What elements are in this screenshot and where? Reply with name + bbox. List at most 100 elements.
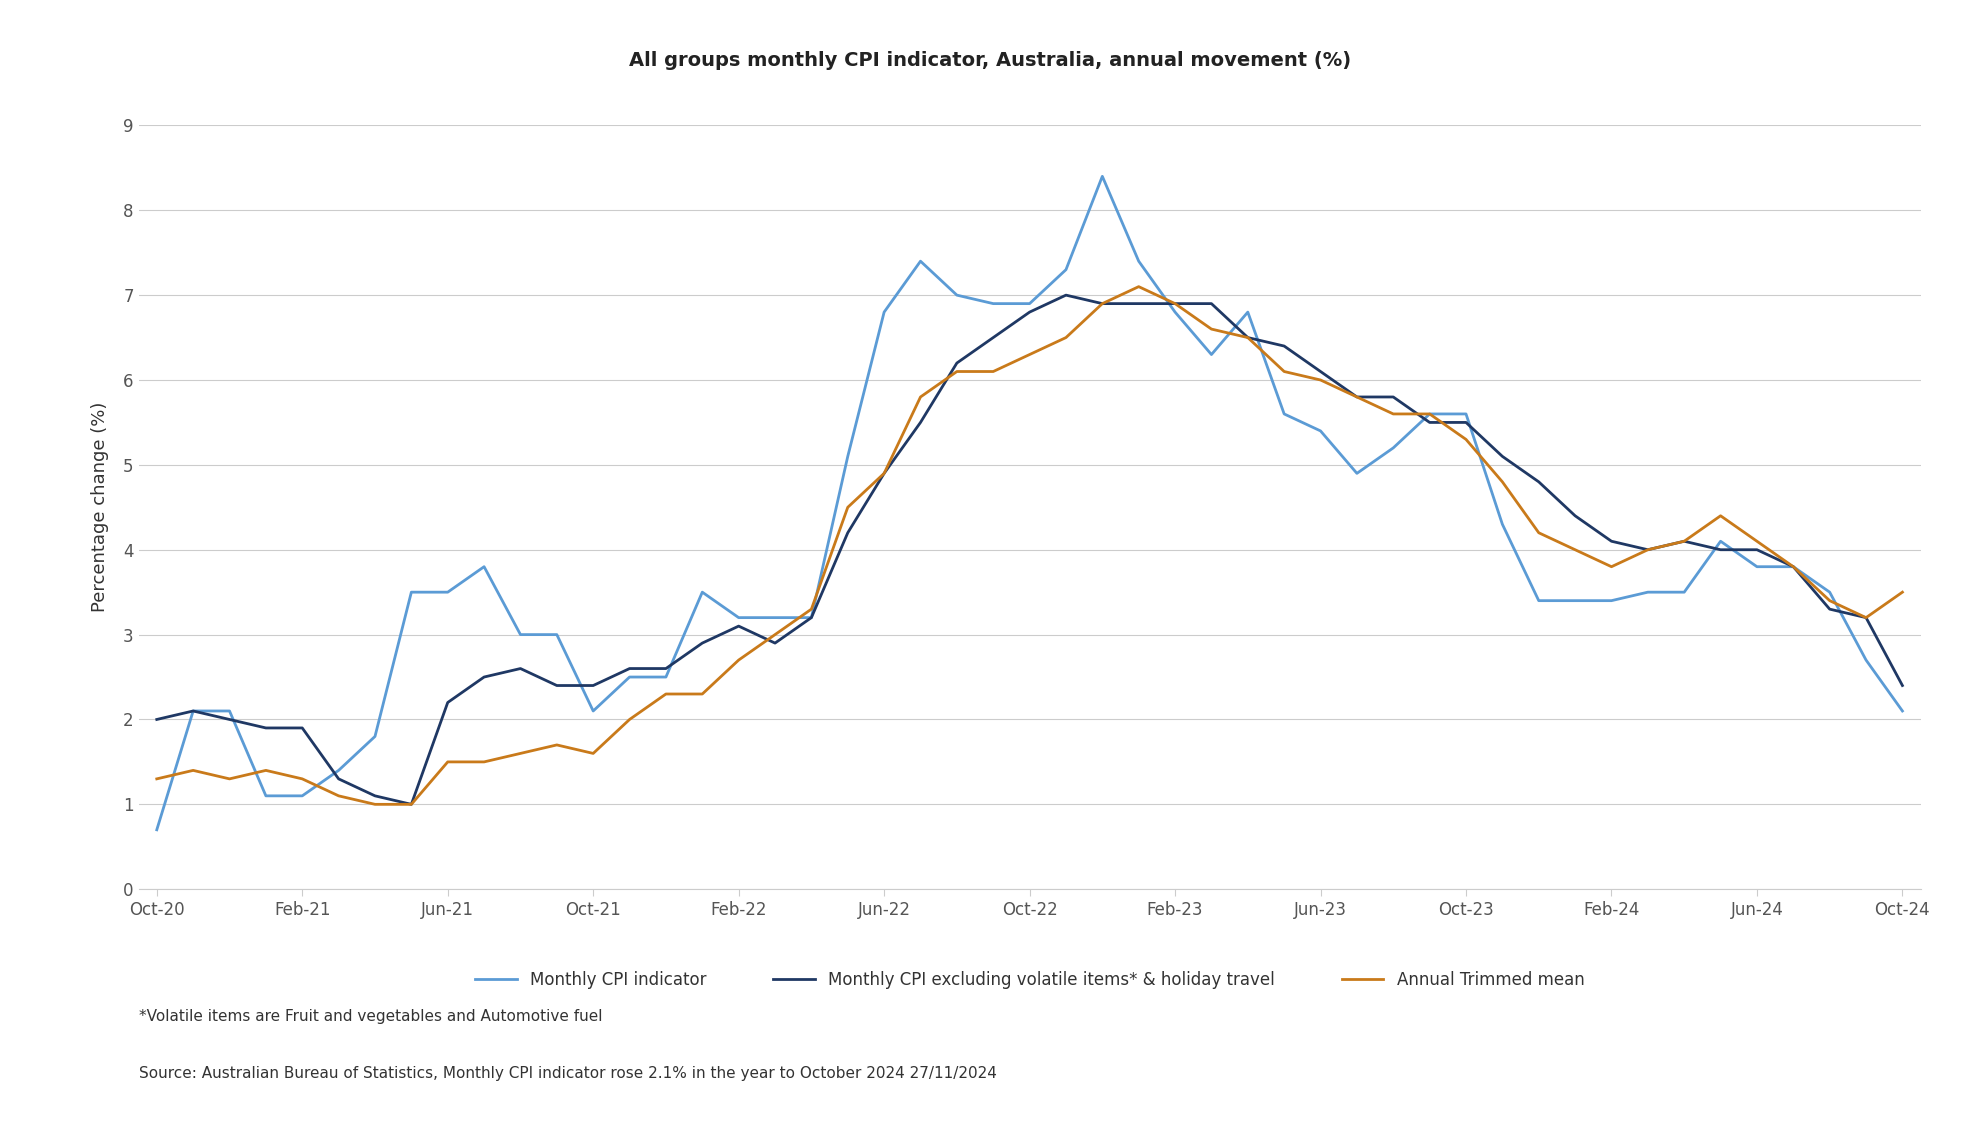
Monthly CPI indicator: [653, 670, 677, 684]
Monthly CPI excluding volatile items* & holiday travel: [291, 722, 315, 735]
Monthly CPI excluding volatile items* & holiday travel: [544, 678, 568, 692]
Monthly CPI excluding volatile items* & holiday travel: [982, 331, 1006, 344]
Monthly CPI excluding volatile items* & holiday travel: [1635, 543, 1659, 556]
Monthly CPI indicator: [1418, 407, 1441, 421]
Monthly CPI excluding volatile items* & holiday travel: [327, 772, 350, 785]
Monthly CPI indicator: [800, 611, 824, 625]
Annual Trimmed mean: [691, 687, 715, 701]
Annual Trimmed mean: [836, 500, 859, 514]
Monthly CPI indicator: [544, 628, 568, 642]
Monthly CPI excluding volatile items* & holiday travel: [1853, 611, 1877, 625]
Monthly CPI indicator: [1491, 518, 1515, 531]
Monthly CPI excluding volatile items* & holiday travel: [1053, 288, 1077, 302]
Monthly CPI indicator: [1091, 170, 1115, 184]
Monthly CPI excluding volatile items* & holiday travel: [1091, 296, 1115, 310]
Annual Trimmed mean: [800, 602, 824, 616]
Monthly CPI excluding volatile items* & holiday travel: [653, 661, 677, 675]
Annual Trimmed mean: [873, 466, 897, 480]
Monthly CPI excluding volatile items* & holiday travel: [1453, 416, 1477, 430]
Annual Trimmed mean: [1891, 585, 1915, 599]
Monthly CPI excluding volatile items* & holiday travel: [400, 798, 424, 812]
Monthly CPI excluding volatile items* & holiday travel: [762, 636, 786, 650]
Monthly CPI excluding volatile items* & holiday travel: [1744, 543, 1768, 556]
Monthly CPI excluding volatile items* & holiday travel: [1564, 508, 1588, 522]
Text: Source: Australian Bureau of Statistics, Monthly CPI indicator rose 2.1% in the : Source: Australian Bureau of Statistics,…: [139, 1066, 996, 1081]
Annual Trimmed mean: [1127, 279, 1150, 293]
Annual Trimmed mean: [253, 764, 277, 777]
Annual Trimmed mean: [1018, 348, 1041, 361]
Monthly CPI indicator: [1236, 306, 1259, 319]
Monthly CPI excluding volatile items* & holiday travel: [1891, 678, 1915, 692]
Annual Trimmed mean: [1053, 331, 1077, 344]
Annual Trimmed mean: [1818, 594, 1841, 608]
Legend: Monthly CPI indicator, Monthly CPI excluding volatile items* & holiday travel, A: Monthly CPI indicator, Monthly CPI exclu…: [467, 962, 1592, 998]
Monthly CPI indicator: [327, 764, 350, 777]
Monthly CPI excluding volatile items* & holiday travel: [145, 712, 168, 726]
Annual Trimmed mean: [727, 653, 750, 667]
Monthly CPI excluding volatile items* & holiday travel: [1818, 602, 1841, 616]
Monthly CPI indicator: [944, 288, 968, 302]
Monthly CPI indicator: [836, 449, 859, 463]
Monthly CPI indicator: [509, 628, 533, 642]
Monthly CPI indicator: [1053, 263, 1077, 277]
Monthly CPI indicator: [145, 823, 168, 837]
Monthly CPI indicator: [618, 670, 642, 684]
Annual Trimmed mean: [1344, 390, 1368, 404]
Monthly CPI excluding volatile items* & holiday travel: [1491, 449, 1515, 463]
Monthly CPI indicator: [1853, 653, 1877, 667]
Annual Trimmed mean: [1309, 373, 1333, 386]
Monthly CPI indicator: [1453, 407, 1477, 421]
Monthly CPI excluding volatile items* & holiday travel: [944, 356, 968, 369]
Annual Trimmed mean: [1782, 560, 1806, 573]
Monthly CPI excluding volatile items* & holiday travel: [1162, 296, 1186, 310]
Annual Trimmed mean: [327, 789, 350, 803]
Monthly CPI indicator: [1273, 407, 1297, 421]
Annual Trimmed mean: [291, 772, 315, 785]
Annual Trimmed mean: [544, 738, 568, 751]
Monthly CPI indicator: [1309, 424, 1333, 438]
Monthly CPI indicator: [1635, 585, 1659, 599]
Annual Trimmed mean: [471, 755, 495, 768]
Monthly CPI excluding volatile items* & holiday travel: [873, 466, 897, 480]
Monthly CPI excluding volatile items* & holiday travel: [909, 416, 933, 430]
Annual Trimmed mean: [509, 747, 533, 760]
Text: All groups monthly CPI indicator, Australia, annual movement (%): All groups monthly CPI indicator, Austra…: [630, 51, 1350, 71]
Monthly CPI indicator: [400, 585, 424, 599]
Monthly CPI indicator: [291, 789, 315, 803]
Annual Trimmed mean: [1162, 296, 1186, 310]
Monthly CPI excluding volatile items* & holiday travel: [1418, 416, 1441, 430]
Monthly CPI excluding volatile items* & holiday travel: [1600, 535, 1624, 548]
Annual Trimmed mean: [1744, 535, 1768, 548]
Monthly CPI excluding volatile items* & holiday travel: [1273, 340, 1297, 353]
Monthly CPI indicator: [873, 306, 897, 319]
Monthly CPI indicator: [691, 585, 715, 599]
Monthly CPI indicator: [1782, 560, 1806, 573]
Annual Trimmed mean: [1527, 526, 1550, 539]
Annual Trimmed mean: [1709, 508, 1732, 522]
Monthly CPI excluding volatile items* & holiday travel: [1382, 390, 1406, 404]
Monthly CPI indicator: [909, 254, 933, 268]
Monthly CPI excluding volatile items* & holiday travel: [1309, 365, 1333, 378]
Annual Trimmed mean: [909, 390, 933, 404]
Monthly CPI indicator: [1344, 466, 1368, 480]
Monthly CPI indicator: [218, 705, 242, 718]
Monthly CPI indicator: [1127, 254, 1150, 268]
Monthly CPI excluding volatile items* & holiday travel: [218, 712, 242, 726]
Annual Trimmed mean: [762, 628, 786, 642]
Annual Trimmed mean: [1600, 560, 1624, 573]
Monthly CPI indicator: [1600, 594, 1624, 608]
Annual Trimmed mean: [582, 747, 606, 760]
Monthly CPI indicator: [1818, 585, 1841, 599]
Annual Trimmed mean: [218, 772, 242, 785]
Annual Trimmed mean: [1091, 296, 1115, 310]
Annual Trimmed mean: [1273, 365, 1297, 378]
Monthly CPI indicator: [362, 730, 386, 743]
Monthly CPI indicator: [582, 705, 606, 718]
Monthly CPI indicator: [253, 789, 277, 803]
Annual Trimmed mean: [1635, 543, 1659, 556]
Annual Trimmed mean: [1382, 407, 1406, 421]
Monthly CPI indicator: [727, 611, 750, 625]
Line: Monthly CPI excluding volatile items* & holiday travel: Monthly CPI excluding volatile items* & …: [156, 295, 1903, 805]
Annual Trimmed mean: [1453, 432, 1477, 446]
Annual Trimmed mean: [653, 687, 677, 701]
